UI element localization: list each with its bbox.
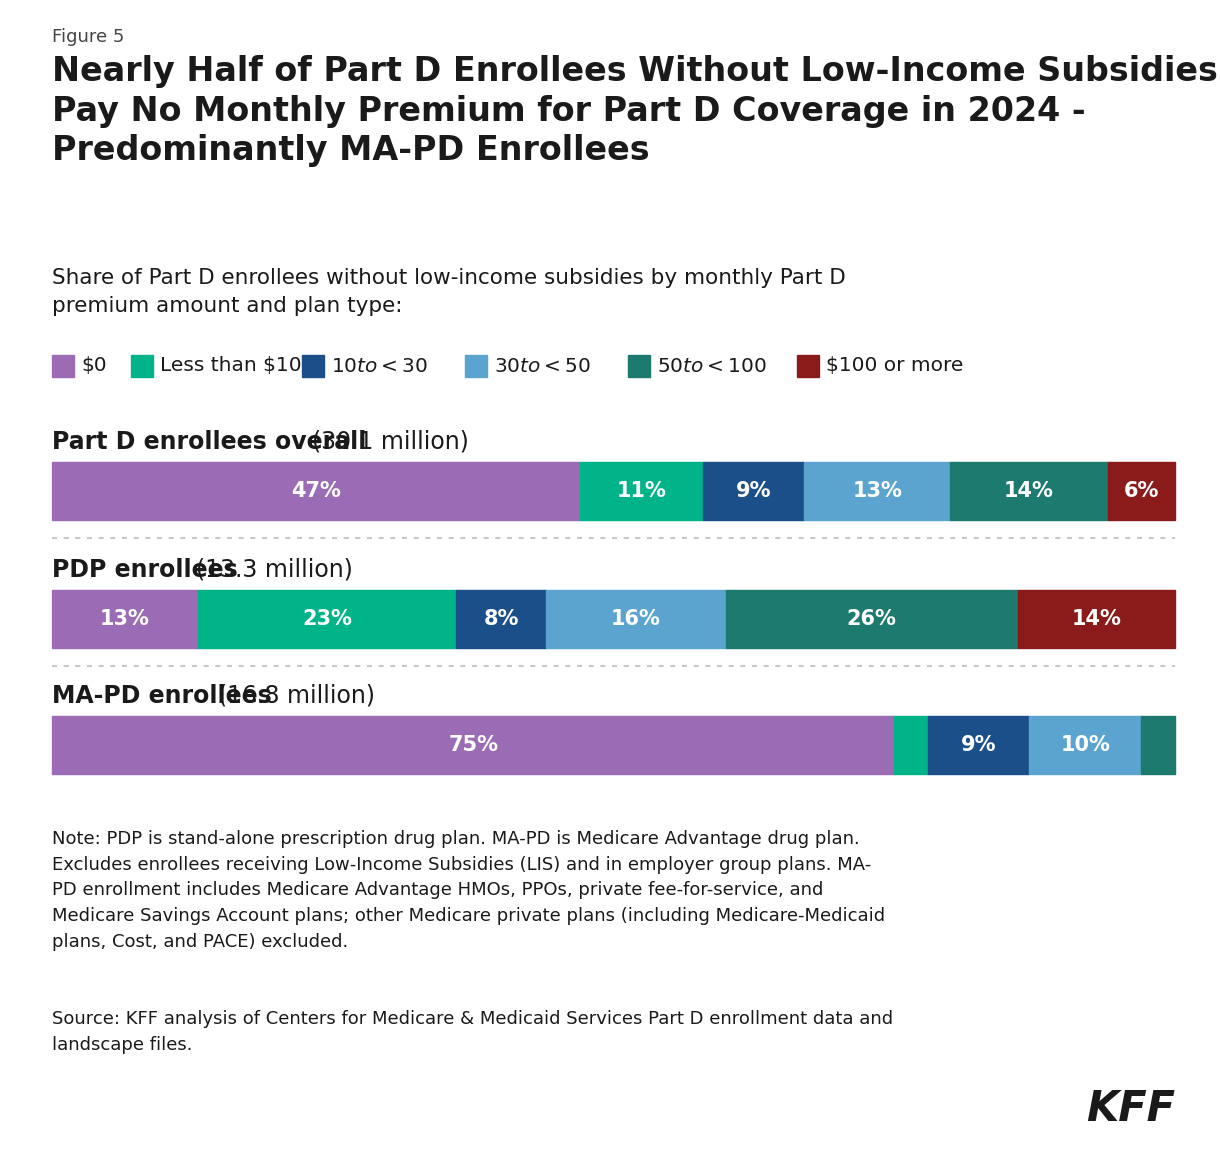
Text: (13.3 million): (13.3 million)	[196, 558, 354, 582]
Text: $100 or more: $100 or more	[826, 356, 964, 375]
Text: Figure 5: Figure 5	[52, 28, 124, 46]
Bar	[804, 463, 950, 520]
Text: Note: PDP is stand-alone prescription drug plan. MA-PD is Medicare Advantage dru: Note: PDP is stand-alone prescription dr…	[52, 830, 886, 951]
Text: 11%: 11%	[616, 481, 666, 501]
Text: 13%: 13%	[853, 481, 903, 501]
Text: 23%: 23%	[303, 609, 353, 630]
Text: Part D enrollees overall: Part D enrollees overall	[52, 430, 366, 454]
Bar	[131, 355, 152, 377]
Text: $0: $0	[81, 356, 106, 375]
Bar	[52, 716, 894, 774]
Text: 10%: 10%	[1060, 735, 1110, 755]
Text: KFF: KFF	[1086, 1089, 1175, 1129]
Text: Less than $10: Less than $10	[160, 356, 301, 375]
Text: 9%: 9%	[736, 481, 771, 501]
Bar	[198, 590, 456, 648]
Text: 26%: 26%	[847, 609, 897, 630]
Text: Source: KFF analysis of Centers for Medicare & Medicaid Services Part D enrollme: Source: KFF analysis of Centers for Medi…	[52, 1010, 893, 1054]
Bar	[1142, 716, 1175, 774]
Bar	[547, 590, 726, 648]
Bar	[303, 355, 325, 377]
Bar	[950, 463, 1108, 520]
Bar	[894, 716, 928, 774]
Bar	[456, 590, 547, 648]
Text: 13%: 13%	[100, 609, 150, 630]
Text: Share of Part D enrollees without low-income subsidies by monthly Part D
premium: Share of Part D enrollees without low-in…	[52, 267, 845, 317]
Text: PDP enrollees: PDP enrollees	[52, 558, 238, 582]
Text: 14%: 14%	[1071, 609, 1121, 630]
Bar	[704, 463, 804, 520]
Bar	[928, 716, 1028, 774]
Text: 47%: 47%	[290, 481, 340, 501]
Bar	[1108, 463, 1175, 520]
Bar	[1028, 716, 1142, 774]
Bar	[1017, 590, 1175, 648]
Text: 75%: 75%	[448, 735, 498, 755]
Bar	[628, 355, 650, 377]
Text: $10 to <$30: $10 to <$30	[331, 356, 428, 375]
Text: 6%: 6%	[1124, 481, 1159, 501]
Text: Nearly Half of Part D Enrollees Without Low-Income Subsidies
Pay No Monthly Prem: Nearly Half of Part D Enrollees Without …	[52, 55, 1218, 167]
Bar	[580, 463, 704, 520]
Text: (16.8 million): (16.8 million)	[217, 684, 375, 708]
Bar	[797, 355, 819, 377]
Text: 16%: 16%	[611, 609, 661, 630]
Text: 8%: 8%	[483, 609, 518, 630]
Bar	[465, 355, 487, 377]
Text: MA-PD enrollees: MA-PD enrollees	[52, 684, 272, 708]
Text: 14%: 14%	[1004, 481, 1054, 501]
Bar	[52, 463, 580, 520]
Bar	[726, 590, 1017, 648]
Bar	[52, 590, 198, 648]
Text: $50 to <$100: $50 to <$100	[658, 356, 766, 375]
Text: 9%: 9%	[960, 735, 997, 755]
Text: (30.1 million): (30.1 million)	[312, 430, 468, 454]
Bar	[52, 355, 74, 377]
Text: $30 to <$50: $30 to <$50	[494, 356, 590, 375]
